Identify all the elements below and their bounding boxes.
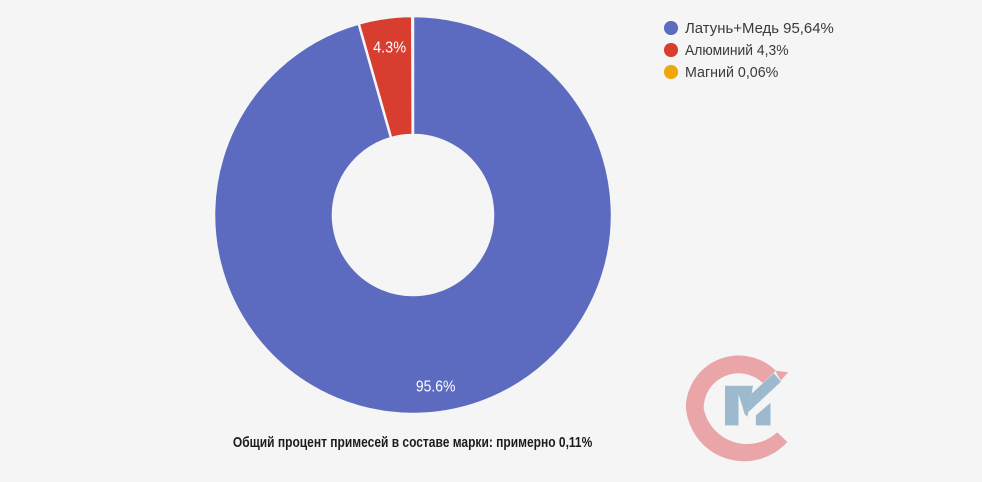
svg-text:4.3%: 4.3% bbox=[373, 40, 406, 57]
svg-text:95.6%: 95.6% bbox=[416, 378, 456, 395]
